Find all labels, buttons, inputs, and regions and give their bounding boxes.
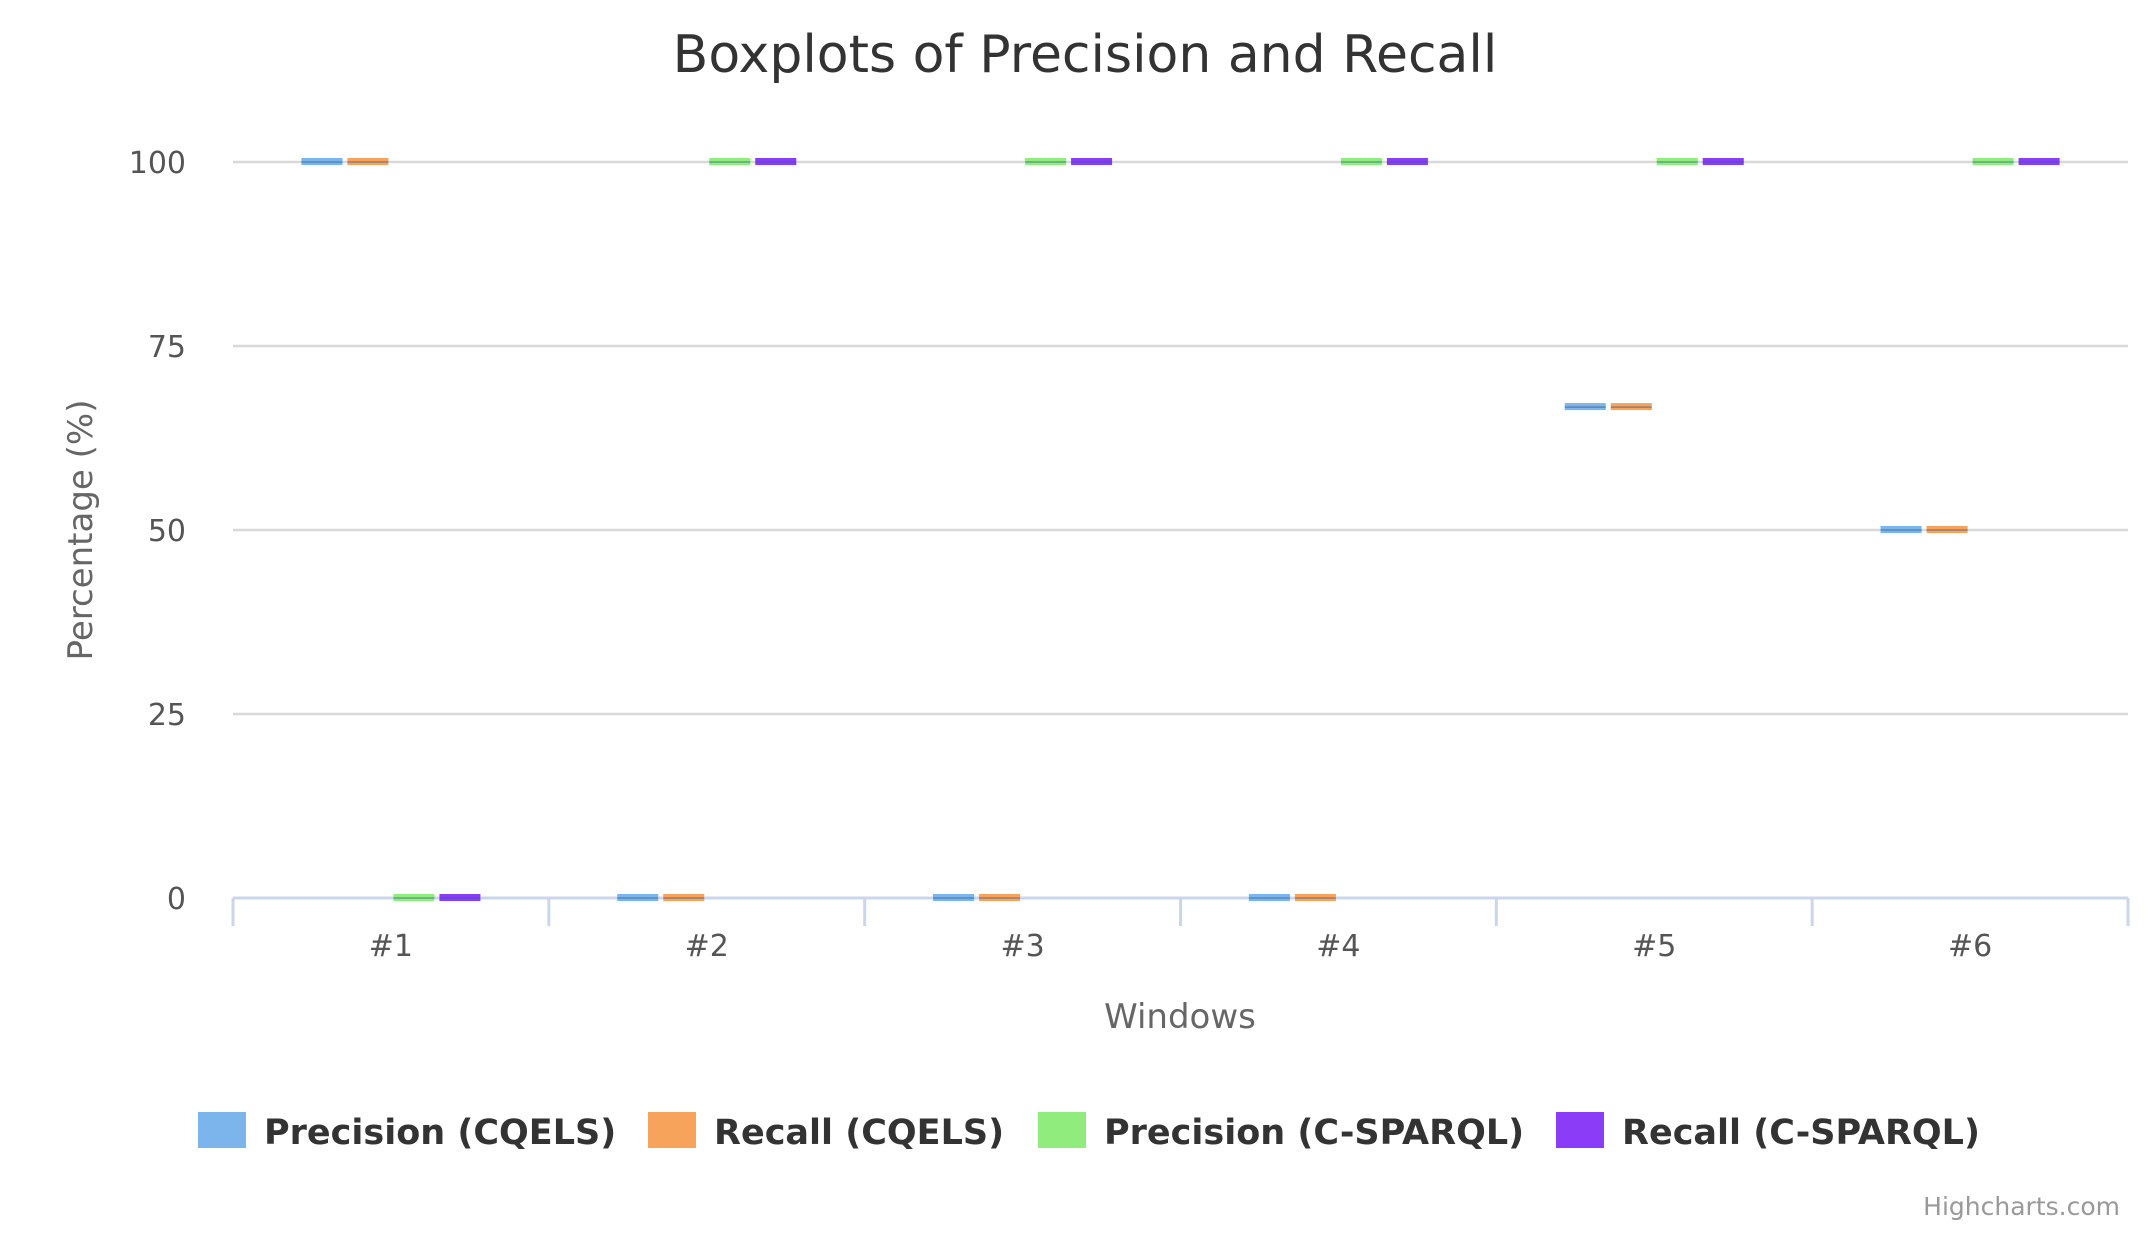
legend-label: Recall (C-SPARQL)	[1622, 1113, 1980, 1153]
box-mark[interactable]	[1340, 158, 1382, 165]
y-axis-title: Percentage (%)	[61, 400, 101, 661]
box-mark[interactable]	[1025, 158, 1067, 165]
box-mark[interactable]	[1610, 403, 1652, 411]
box-mark[interactable]	[1880, 526, 1922, 533]
y-tick-label: 0	[167, 882, 186, 917]
box-mark[interactable]	[1294, 894, 1336, 901]
box-mark[interactable]	[301, 158, 343, 165]
box-mark[interactable]	[1972, 158, 2014, 165]
legend-item[interactable]: Precision (CQELS)	[198, 1112, 616, 1153]
y-tick-label: 25	[148, 698, 186, 733]
x-tick-label: #2	[685, 929, 729, 964]
legend-swatch	[1556, 1112, 1604, 1148]
box-mark[interactable]	[1926, 526, 1968, 533]
x-tick-label: #4	[1316, 929, 1360, 964]
box-mark[interactable]	[1071, 158, 1113, 165]
legend-label: Precision (C-SPARQL)	[1104, 1113, 1524, 1153]
box-mark[interactable]	[1248, 894, 1290, 901]
y-tick-label: 75	[148, 330, 186, 365]
x-tick-label: #5	[1632, 929, 1676, 964]
box-mark[interactable]	[755, 158, 797, 165]
x-axis-title: Windows	[1104, 997, 1256, 1037]
box-mark[interactable]	[393, 894, 435, 901]
legend-label: Recall (CQELS)	[714, 1113, 1004, 1153]
box-mark[interactable]	[1702, 158, 1744, 165]
box-mark[interactable]	[933, 894, 975, 901]
legend-swatch	[648, 1112, 696, 1148]
x-tick-label: #3	[1000, 929, 1044, 964]
box-mark[interactable]	[979, 894, 1021, 901]
box-mark[interactable]	[709, 158, 751, 165]
x-tick-label: #1	[369, 929, 413, 964]
box-mark[interactable]	[347, 158, 389, 165]
x-tick-label: #6	[1948, 929, 1992, 964]
box-mark[interactable]	[1564, 403, 1606, 411]
data-marks	[301, 158, 2060, 901]
legend-swatch	[198, 1112, 246, 1148]
box-mark[interactable]	[617, 894, 659, 901]
box-mark[interactable]	[1386, 158, 1428, 165]
chart-title: Boxplots of Precision and Recall	[673, 25, 1498, 85]
legend-item[interactable]: Recall (CQELS)	[648, 1112, 1004, 1153]
legend-swatch	[1038, 1112, 1086, 1148]
legend-item[interactable]: Recall (C-SPARQL)	[1556, 1112, 1980, 1153]
gridlines	[233, 160, 2128, 716]
legend-item[interactable]: Precision (C-SPARQL)	[1038, 1112, 1524, 1153]
y-tick-label: 100	[129, 146, 186, 181]
box-mark[interactable]	[439, 894, 481, 901]
box-mark[interactable]	[2018, 158, 2060, 165]
y-tick-label: 50	[148, 514, 186, 549]
x-axis: #1 #2 #3 #4 #5 #6	[231, 896, 2130, 964]
box-mark[interactable]	[663, 894, 705, 901]
y-axis-ticks: 0 25 50 75 100	[129, 146, 186, 917]
box-mark[interactable]	[1656, 158, 1698, 165]
credits-link[interactable]: Highcharts.com	[1923, 1192, 2120, 1221]
legend[interactable]: Precision (CQELS) Recall (CQELS) Precision…	[198, 1112, 1980, 1153]
legend-label: Precision (CQELS)	[264, 1113, 616, 1153]
